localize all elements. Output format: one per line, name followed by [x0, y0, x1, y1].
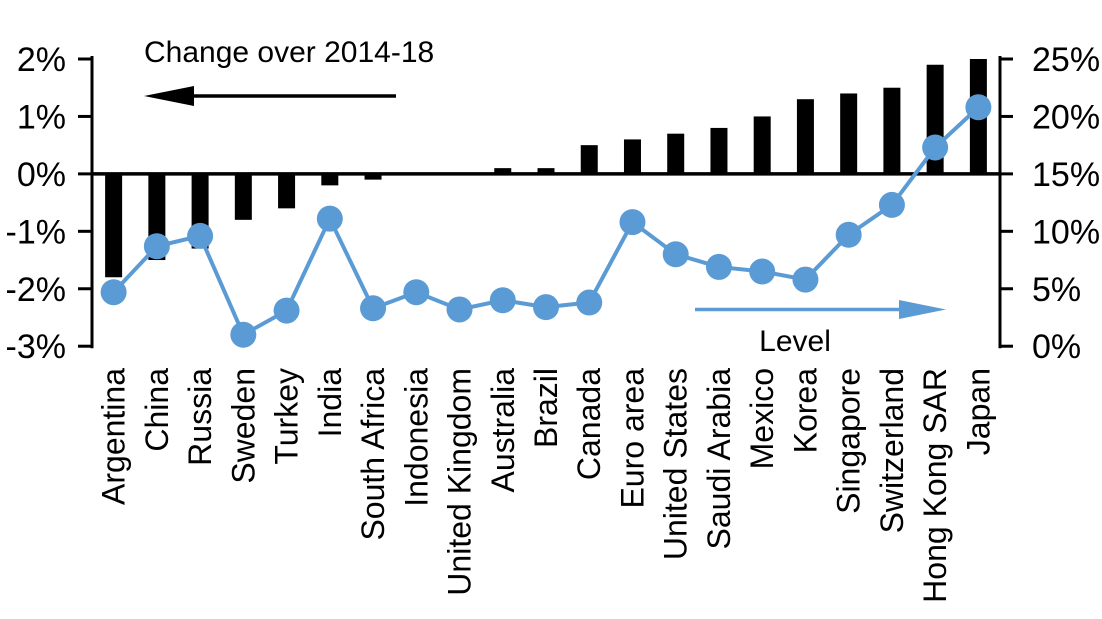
level-marker-canada	[576, 289, 603, 316]
level-marker-brazil	[533, 294, 559, 321]
bar-australia	[494, 168, 512, 174]
bar-canada	[580, 145, 598, 174]
left-axis-tick-label: 1%	[17, 98, 66, 136]
right-axis-tick-label: 5%	[1032, 271, 1081, 309]
x-axis-label-russia: Russia	[182, 368, 218, 466]
left-axis-tick-label: -2%	[6, 271, 66, 309]
bar-united-states	[667, 133, 685, 174]
bar-switzerland	[883, 87, 901, 174]
level-marker-indonesia	[403, 279, 430, 306]
bar-india	[321, 173, 339, 186]
level-marker-united-states	[662, 241, 689, 268]
x-axis-label-canada: Canada	[571, 368, 607, 480]
right-axis-tick-label: 20%	[1032, 98, 1100, 136]
bar-brazil	[537, 168, 555, 174]
level-marker-sweden	[230, 321, 257, 348]
level-marker-korea	[792, 266, 819, 293]
change-series-label: Change over 2014-18	[144, 36, 434, 69]
bar-sweden	[234, 173, 252, 220]
left-axis-tick-label: -3%	[6, 328, 66, 366]
x-axis-label-argentina: Argentina	[96, 368, 132, 505]
x-axis-label-euro-area: Euro area	[614, 368, 650, 509]
x-axis-label-switzerland: Switzerland	[874, 368, 910, 533]
x-axis-label-singapore: Singapore	[831, 368, 867, 514]
change-arrow-head-icon	[144, 86, 194, 106]
level-marker-japan	[965, 94, 992, 121]
bar-turkey	[278, 173, 296, 209]
level-marker-united-kingdom	[446, 296, 473, 323]
right-axis-tick-label: 15%	[1032, 156, 1100, 194]
bar-argentina	[105, 173, 123, 278]
bar-saudi-arabia	[710, 127, 728, 174]
x-axis-label-brazil: Brazil	[528, 368, 564, 448]
level-series-label: Level	[759, 325, 831, 358]
left-axis-tick-label: -1%	[6, 213, 66, 251]
x-axis-label-mexico: Mexico	[744, 368, 780, 469]
level-marker-china	[143, 233, 170, 260]
right-axis-tick-label: 10%	[1032, 213, 1100, 251]
x-axis-label-indonesia: Indonesia	[398, 368, 434, 507]
x-axis-label-turkey: Turkey	[269, 368, 305, 465]
x-axis-label-china: China	[139, 368, 175, 452]
x-axis-label-hong-kong-sar: Hong Kong SAR	[917, 368, 953, 603]
bar-korea	[796, 99, 814, 174]
level-marker-argentina	[100, 279, 127, 306]
x-axis-label-south-africa: South Africa	[355, 368, 391, 541]
x-axis-label-sweden: Sweden	[225, 368, 261, 484]
level-marker-hong-kong-sar	[922, 134, 949, 161]
level-marker-singapore	[835, 221, 862, 248]
bar-mexico	[753, 116, 771, 174]
level-marker-turkey	[273, 297, 300, 324]
level-marker-switzerland	[878, 191, 905, 218]
bar-euro-area	[623, 139, 641, 174]
x-axis-label-australia: Australia	[485, 368, 521, 493]
bar-south-africa	[364, 173, 382, 180]
x-axis-label-india: India	[312, 368, 348, 438]
level-marker-russia	[187, 222, 214, 249]
x-axis-label-saudi-arabia: Saudi Arabia	[701, 368, 737, 550]
x-axis-label-united-states: United States	[658, 368, 694, 560]
x-axis-label-united-kingdom: United Kingdom	[442, 368, 478, 596]
level-marker-india	[316, 205, 343, 232]
level-marker-australia	[489, 287, 516, 314]
level-marker-euro-area	[619, 209, 646, 236]
right-axis-tick-label: 25%	[1032, 41, 1100, 79]
x-axis-label-korea: Korea	[787, 368, 823, 454]
right-axis-tick-label: 0%	[1032, 328, 1081, 366]
level-arrow-head-icon	[899, 300, 946, 319]
level-marker-south-africa	[360, 295, 387, 322]
left-axis-tick-label: 0%	[17, 156, 66, 194]
bar-singapore	[840, 93, 858, 174]
x-axis-label-japan: Japan	[960, 368, 996, 455]
level-marker-mexico	[749, 258, 776, 285]
left-axis-tick-label: 2%	[17, 41, 66, 79]
level-marker-saudi-arabia	[705, 253, 732, 280]
